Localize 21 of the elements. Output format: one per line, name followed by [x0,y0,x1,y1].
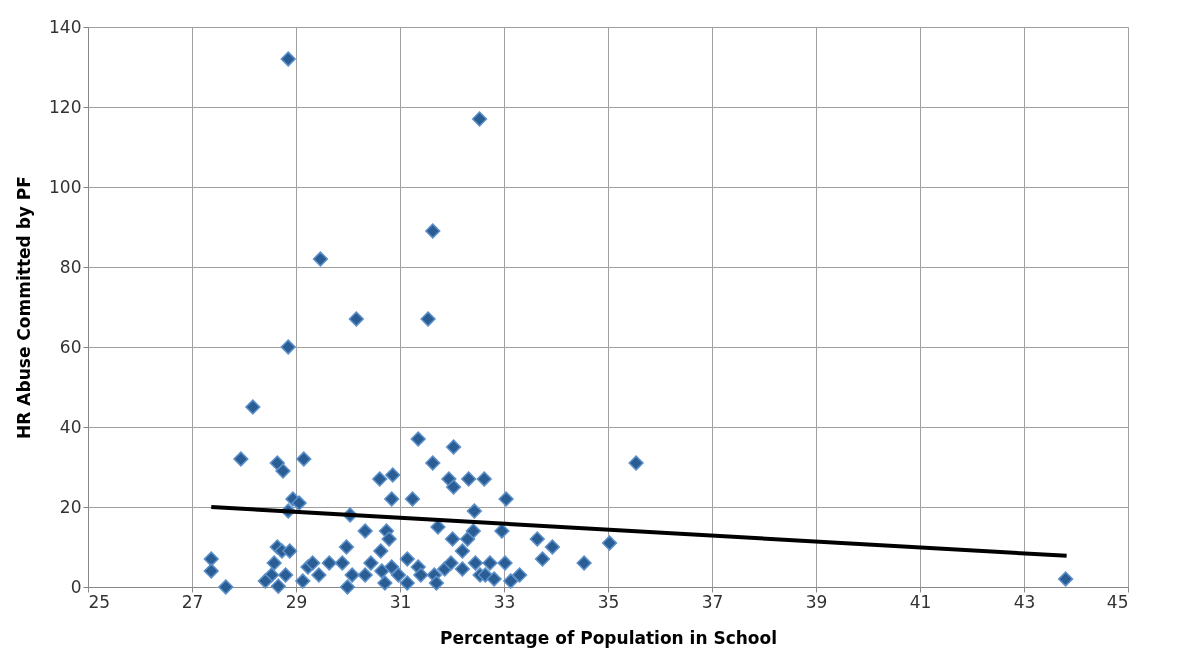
x-tick-label: 35 [597,591,620,612]
x-axis-title: Percentage of Population in School [439,627,778,648]
y-tick-label: 20 [59,496,82,517]
x-tick-label: 45 [1106,591,1129,612]
y-tick-label: 40 [59,416,82,437]
y-axis-title: HR Abuse Committed by PF [14,176,35,439]
y-tick-label: 60 [59,336,82,357]
x-tick-label: 39 [805,591,828,612]
y-tick-label: 100 [49,176,82,197]
x-tick-label: 31 [389,591,412,612]
x-tick-label: 37 [701,591,724,612]
x-tick-label: 29 [285,591,308,612]
y-tick-label: 120 [49,96,82,117]
x-tick-label: 33 [493,591,516,612]
x-tick-label: 27 [181,591,204,612]
y-tick-label: 140 [49,16,82,37]
y-tick-label: 0 [70,576,82,597]
x-tick-label: 25 [88,591,111,612]
y-tick-label: 80 [59,256,82,277]
x-tick-label: 41 [909,591,932,612]
x-tick-label: 43 [1013,591,1036,612]
